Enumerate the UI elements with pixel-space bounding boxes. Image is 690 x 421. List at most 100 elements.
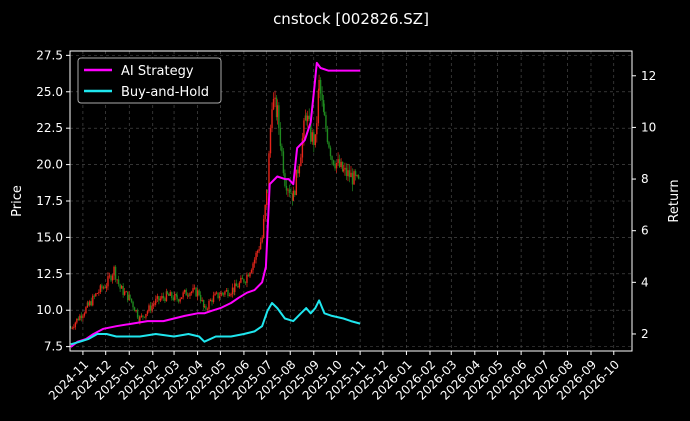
candle-body — [311, 132, 313, 142]
candle-body — [73, 327, 75, 328]
candles — [70, 74, 360, 330]
candle-body — [98, 292, 100, 294]
candle-body — [95, 293, 97, 297]
candle-body — [177, 299, 180, 302]
candle-body — [172, 298, 174, 300]
candle-body — [199, 294, 202, 301]
candle-body — [99, 285, 102, 293]
left-tick-label: 15.0 — [36, 230, 63, 244]
candle-body — [212, 295, 215, 302]
candle-body — [129, 294, 131, 299]
candle-body — [278, 105, 280, 129]
candle-body — [337, 159, 339, 163]
series-lines — [70, 61, 361, 348]
candle-body — [76, 318, 78, 323]
candle-body — [246, 274, 248, 283]
candle-body — [269, 128, 272, 154]
candle-body — [328, 142, 330, 148]
candle-body — [175, 294, 178, 296]
left-tick-label: 10.0 — [36, 303, 63, 317]
candle-body — [193, 287, 196, 289]
left-tick-label: 12.5 — [36, 267, 63, 281]
candle-body — [305, 115, 307, 122]
candle-body — [323, 111, 326, 116]
candle-body — [189, 293, 191, 296]
candle-body — [256, 250, 259, 253]
candle-body — [282, 151, 285, 174]
candle-body — [279, 128, 282, 147]
candle-body — [274, 97, 276, 99]
candle-body — [341, 161, 344, 172]
candle-body — [132, 301, 134, 308]
candle-body — [255, 252, 257, 260]
candle-body — [161, 296, 163, 299]
candle-body — [114, 266, 117, 280]
candle-body — [107, 276, 109, 287]
candle-body — [334, 165, 336, 169]
candle-body — [140, 315, 143, 317]
candle-body — [234, 283, 236, 293]
candle-body — [332, 160, 335, 166]
candle-body — [316, 123, 318, 135]
candle-body — [357, 175, 360, 179]
candle-body — [276, 105, 279, 118]
legend-label-ai-strategy: AI Strategy — [121, 64, 194, 79]
candle-body — [310, 118, 312, 142]
candle-body — [102, 287, 105, 289]
candle-body — [317, 90, 320, 124]
candle-body — [314, 134, 317, 146]
legend: AI Strategy Buy-and-Hold — [77, 57, 222, 104]
candle-body — [111, 275, 114, 281]
legend-label-buy-and-hold: Buy-and-Hold — [121, 85, 209, 100]
candle-body — [71, 327, 73, 329]
candle-body — [116, 279, 118, 281]
candle-body — [119, 284, 121, 289]
right-tick-label: 2 — [641, 327, 649, 341]
candle-body — [83, 313, 86, 316]
candle-body — [291, 193, 294, 201]
candle-body — [96, 293, 99, 295]
candle-body — [347, 170, 349, 177]
candle-body — [146, 311, 149, 314]
candle-body — [250, 269, 253, 273]
candle-body — [356, 175, 358, 176]
candle-body — [86, 302, 89, 308]
candle-body — [303, 120, 305, 139]
candle-body — [136, 310, 139, 318]
candle-body — [195, 287, 197, 297]
right-tick-label: 10 — [641, 120, 656, 134]
series-line-ai-strategy — [70, 61, 361, 348]
candle-body — [143, 316, 146, 318]
candle-body — [261, 237, 263, 243]
candle-body — [326, 128, 329, 143]
candle-body — [123, 291, 126, 295]
candle-body — [70, 327, 72, 329]
candle-body — [297, 169, 299, 174]
candle-body — [183, 289, 186, 293]
candle-body — [292, 190, 294, 201]
candle-body — [74, 322, 77, 328]
candle-body — [117, 279, 120, 285]
candle-body — [215, 292, 218, 294]
candle-body — [80, 315, 83, 319]
candle-body — [227, 289, 229, 296]
candle-body — [113, 266, 115, 276]
candle-body — [338, 159, 341, 167]
candle-body — [79, 315, 81, 321]
candle-body — [285, 185, 288, 191]
candle-body — [139, 316, 141, 322]
candle-body — [158, 296, 160, 301]
candle-body — [244, 282, 247, 284]
candle-body — [187, 295, 189, 297]
candle-body — [87, 302, 89, 306]
candle-body — [230, 293, 232, 296]
candle-body — [203, 306, 206, 307]
candle-body — [340, 161, 342, 167]
candle-body — [196, 290, 199, 297]
candle-body — [247, 274, 250, 277]
candle-body — [90, 301, 92, 306]
candle-body — [319, 79, 322, 94]
chart-title: cnstock [002826.SZ] — [273, 10, 429, 28]
candle-body — [225, 289, 228, 292]
candle-body — [205, 306, 207, 310]
